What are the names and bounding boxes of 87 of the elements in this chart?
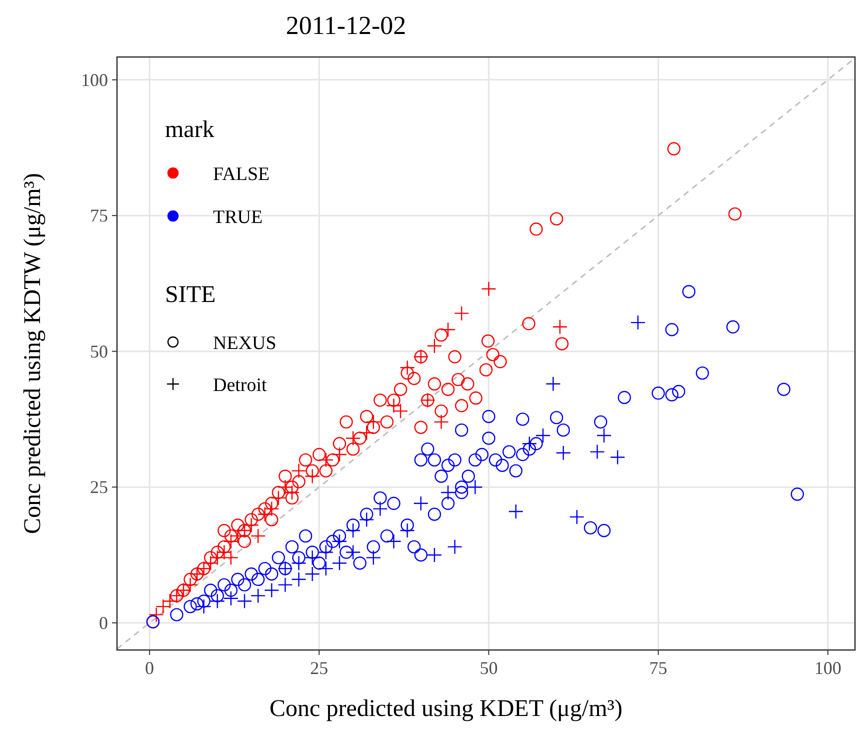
point — [481, 281, 496, 296]
point — [596, 428, 612, 444]
point — [413, 496, 428, 511]
x-tick-label: 75 — [649, 658, 668, 678]
point — [291, 463, 306, 478]
point — [223, 590, 239, 606]
x-axis-title: Conc predicted using KDET (μg/m³) — [270, 696, 622, 722]
point — [454, 306, 470, 321]
point — [522, 436, 538, 452]
point — [546, 376, 561, 392]
point — [386, 534, 402, 549]
point — [359, 512, 374, 528]
point — [318, 544, 334, 560]
point — [359, 425, 374, 440]
point — [345, 544, 361, 560]
point — [162, 594, 178, 609]
point — [318, 560, 334, 576]
point — [440, 484, 456, 500]
y-tick-label: 100 — [81, 70, 108, 90]
point — [156, 598, 171, 614]
point — [203, 556, 218, 571]
y-tick-label: 75 — [90, 206, 108, 226]
legend-label: FALSE — [213, 164, 270, 185]
y-axis-title: Conc predicted using KDTW (μg/m³) — [20, 173, 46, 534]
point — [569, 509, 584, 525]
point — [400, 360, 415, 376]
point — [332, 534, 348, 549]
point — [440, 322, 456, 338]
point — [264, 501, 280, 516]
y-tick-label: 25 — [90, 477, 108, 498]
point — [304, 566, 320, 582]
point — [426, 547, 442, 563]
point — [148, 607, 164, 622]
legend-label: NEXUS — [213, 333, 276, 354]
point — [447, 539, 462, 554]
point — [332, 556, 348, 571]
point — [210, 550, 225, 566]
point — [590, 444, 605, 460]
legend-title: mark — [165, 117, 214, 143]
point — [413, 349, 428, 364]
point — [291, 556, 306, 571]
x-tick-label: 0 — [145, 658, 154, 678]
point — [610, 450, 626, 465]
point — [366, 550, 381, 566]
point — [434, 414, 449, 430]
point — [278, 577, 293, 592]
legend-label: Detroit — [213, 375, 268, 396]
point — [630, 314, 646, 330]
point — [345, 430, 361, 446]
x-tick-label: 25 — [310, 658, 328, 678]
point — [366, 414, 381, 430]
point — [372, 501, 388, 516]
point — [468, 479, 483, 495]
point — [304, 550, 320, 566]
annotation: SITE — [165, 282, 216, 308]
point — [223, 534, 239, 549]
point — [508, 504, 524, 520]
point — [304, 468, 320, 484]
y-tick-label: 0 — [99, 612, 108, 633]
point — [270, 490, 286, 506]
point — [169, 588, 184, 604]
point — [552, 319, 568, 334]
y-tick-label: 50 — [90, 341, 108, 362]
chart-title: 2011-12-02 — [286, 11, 406, 40]
point — [535, 428, 551, 444]
point — [250, 588, 266, 604]
point — [426, 338, 442, 354]
point — [182, 577, 198, 592]
point — [420, 392, 436, 408]
point — [318, 452, 334, 468]
point — [244, 518, 259, 533]
point — [236, 594, 252, 609]
point — [345, 522, 361, 538]
point — [278, 560, 293, 576]
point — [257, 506, 272, 522]
point — [400, 522, 415, 538]
x-tick-label: 100 — [814, 658, 842, 678]
point — [196, 598, 212, 614]
point — [332, 446, 348, 462]
point — [291, 572, 306, 588]
x-tick-label: 50 — [480, 658, 498, 678]
point — [264, 582, 280, 598]
point — [196, 560, 212, 576]
point — [556, 445, 571, 460]
legend-label: TRUE — [213, 207, 263, 228]
point — [210, 594, 225, 609]
point — [250, 528, 266, 544]
